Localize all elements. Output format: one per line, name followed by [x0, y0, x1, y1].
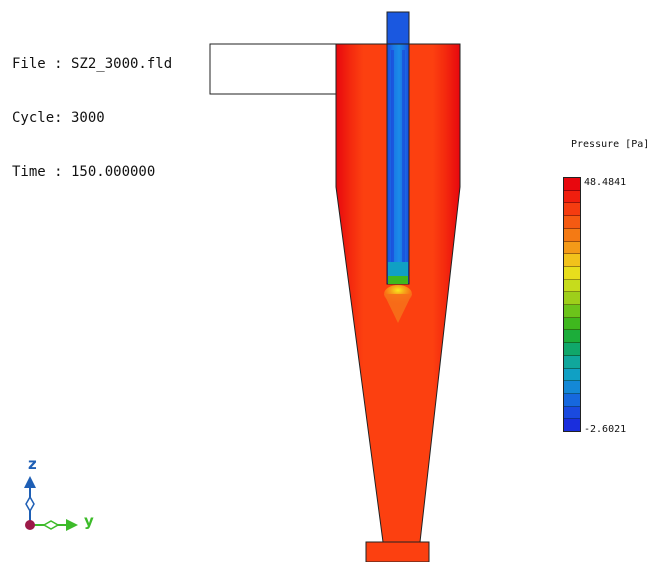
vortex-finder-top [386, 11, 410, 45]
colorbar-band [564, 393, 580, 407]
z-axis-arrow [24, 476, 36, 488]
z-axis-diamond [25, 495, 35, 513]
colorbar-band [564, 406, 580, 420]
legend-max-label: 48.4841 [584, 177, 627, 188]
vortex-core-cone [384, 294, 412, 323]
y-axis-diamond [42, 520, 60, 530]
colorbar-band [564, 228, 580, 242]
colorbar-band [564, 190, 580, 204]
colorbar-band [564, 368, 580, 382]
file-name-line: File : SZ2_3000.fld [12, 56, 173, 72]
y-axis-arrow [66, 519, 78, 531]
z-axis-label: z [28, 455, 37, 473]
colorbar-band [564, 241, 580, 255]
file-info: File : SZ2_3000.fld Cycle: 3000 Time : 1… [12, 19, 172, 199]
pipe-inner-right [402, 50, 405, 270]
vortex-finder-pipe [386, 43, 410, 285]
pipe-bottom-green [388, 276, 408, 284]
colorbar-band [564, 305, 580, 318]
y-axis-label: y [84, 512, 94, 530]
legend-min-label: -2.6021 [584, 424, 627, 435]
colorbar-band [564, 343, 580, 356]
colorbar-band [564, 330, 580, 344]
inlet-duct [209, 43, 337, 95]
underflow-outlet [365, 541, 430, 562]
colorbar-band [564, 419, 580, 432]
colorbar-band [564, 355, 580, 369]
colorbar-band [564, 279, 580, 293]
colorbar-band [564, 317, 580, 331]
cycle-line: Cycle: 3000 [12, 110, 105, 126]
colorbar-band [564, 266, 580, 280]
time-line: Time : 150.000000 [12, 164, 156, 180]
axis-origin-marker [25, 520, 35, 530]
pressure-colorbar [563, 177, 581, 432]
pipe-inner-left [391, 50, 394, 270]
legend-title: Pressure [Pa] [571, 139, 650, 150]
colorbar-band [564, 203, 580, 217]
colorbar-band [564, 216, 580, 229]
colorbar-band [564, 292, 580, 306]
colorbar-band [564, 178, 580, 191]
colorbar-band [564, 381, 580, 394]
colorbar-band [564, 254, 580, 267]
